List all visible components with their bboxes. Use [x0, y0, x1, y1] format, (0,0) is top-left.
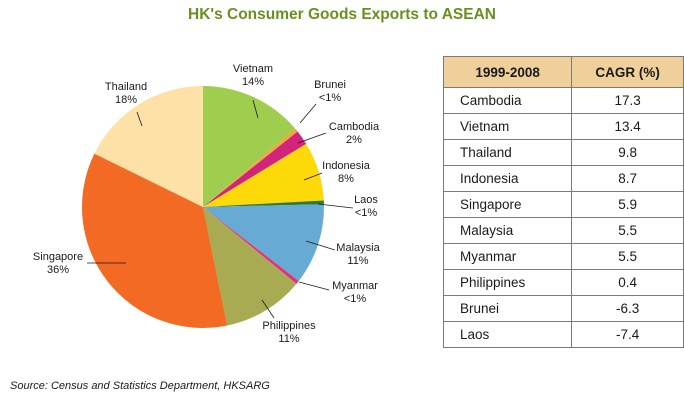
country-cell: Thailand — [442, 139, 573, 166]
slice-percent-label: 11% — [278, 333, 299, 345]
table-row: Indonesia 8.7 — [442, 165, 684, 192]
leader-line-vietnam — [252, 99, 259, 119]
leader-line-cambodia — [297, 132, 327, 144]
country-cell: Singapore — [442, 191, 573, 218]
country-cell: Malaysia — [442, 217, 573, 244]
pie-slice-philippines — [203, 207, 297, 326]
slice-name-label: Singapore — [33, 251, 83, 263]
leader-line-thailand — [136, 111, 143, 127]
pie-slice-indonesia — [203, 143, 324, 207]
cagr-cell: 5.9 — [571, 191, 684, 218]
table-body: Cambodia 17.3 Vietnam 13.4 Thailand 9.8 Indone… — [442, 87, 684, 348]
slice-name-label: Philippines — [262, 320, 316, 332]
slice-name-label: Thailand — [105, 81, 147, 93]
slice-name-label: Indonesia — [322, 160, 371, 172]
slice-percent-label: 14% — [242, 76, 264, 88]
cagr-cell: 5.5 — [571, 217, 684, 244]
pie-slice-cambodia — [203, 131, 307, 207]
cagr-table: 1999-2008 CAGR (%) Cambodia 17.3 Vietnam 13… — [442, 56, 684, 348]
slice-percent-label: <1% — [355, 207, 378, 219]
slice-name-label: Laos — [354, 194, 378, 206]
pie-slice-malaysia — [203, 204, 325, 281]
leader-line-malaysia — [305, 240, 336, 251]
pie-slice-thailand — [94, 86, 203, 207]
pie-slice-laos — [203, 200, 324, 207]
column-header-cagr: CAGR (%) — [571, 56, 684, 88]
table-row: Brunei -6.3 — [442, 295, 684, 322]
slice-name-label: Malaysia — [336, 242, 380, 254]
country-cell: Indonesia — [442, 165, 573, 192]
table-row: Philippines 0.4 — [442, 269, 684, 296]
country-cell: Laos — [442, 321, 573, 348]
slice-name-label: Brunei — [314, 79, 346, 91]
chart-title: HK's Consumer Goods Exports to ASEAN — [188, 6, 496, 23]
slice-percent-label: 11% — [347, 255, 368, 267]
cagr-cell: -7.4 — [571, 321, 684, 348]
table-row: Vietnam 13.4 — [442, 113, 684, 140]
slice-name-label: Vietnam — [233, 63, 273, 75]
leader-line-myanmar — [298, 281, 330, 291]
leader-line-laos — [317, 203, 354, 209]
pie-slice-myanmar — [203, 207, 299, 284]
slice-percent-label: 36% — [47, 264, 69, 276]
country-cell: Myanmar — [442, 243, 573, 270]
source-note: Source: Census and Statistics Department… — [10, 380, 270, 392]
table-header-row: 1999-2008 CAGR (%) — [442, 56, 684, 88]
pie-slice-vietnam — [203, 86, 296, 207]
slice-percent-label: 18% — [115, 94, 137, 106]
table-row: Laos -7.4 — [442, 321, 684, 348]
slice-percent-label: 2% — [346, 134, 362, 146]
table-row: Malaysia 5.5 — [442, 217, 684, 244]
table-row: Thailand 9.8 — [442, 139, 684, 166]
table-row: Cambodia 17.3 — [442, 87, 684, 114]
slice-percent-label: <1% — [319, 92, 342, 104]
slice-percent-label: <1% — [344, 293, 367, 305]
country-cell: Cambodia — [442, 87, 573, 114]
cagr-cell: 0.4 — [571, 269, 684, 296]
cagr-cell: 9.8 — [571, 139, 684, 166]
pie-slice-brunei — [203, 128, 298, 207]
table-row: Myanmar 5.5 — [442, 243, 684, 270]
slice-name-label: Myanmar — [332, 280, 378, 292]
cagr-cell: -6.3 — [571, 295, 684, 322]
leader-line-indonesia — [303, 172, 323, 181]
country-cell: Brunei — [442, 295, 573, 322]
country-cell: Philippines — [442, 269, 573, 296]
leader-line-brunei — [299, 103, 317, 124]
cagr-cell: 5.5 — [571, 243, 684, 270]
slice-name-label: Cambodia — [329, 121, 380, 133]
column-header-period: 1999-2008 — [442, 56, 573, 88]
country-cell: Vietnam — [442, 113, 573, 140]
cagr-cell: 13.4 — [571, 113, 684, 140]
cagr-cell: 8.7 — [571, 165, 684, 192]
slice-percent-label: 8% — [338, 173, 354, 185]
table-row: Singapore 5.9 — [442, 191, 684, 218]
leader-line-philippines — [261, 299, 275, 319]
pie-slice-singapore — [81, 153, 228, 329]
cagr-cell: 17.3 — [571, 87, 684, 114]
